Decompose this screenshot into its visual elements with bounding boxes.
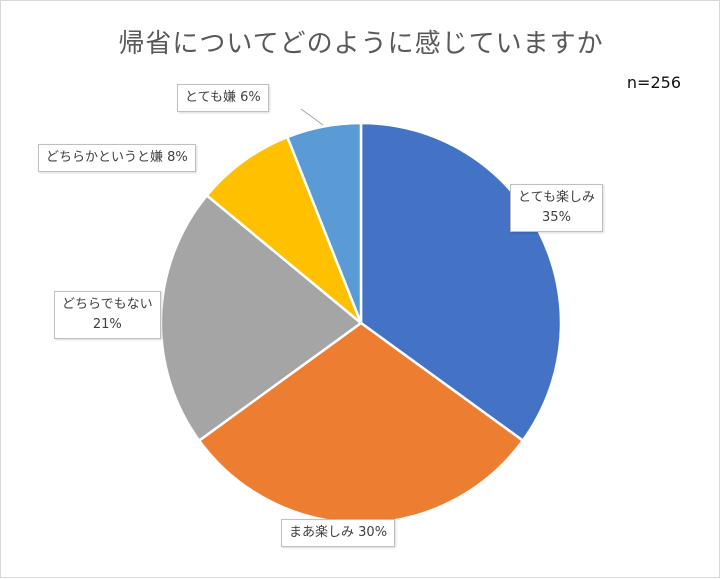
slice-dochiraka-iya — [205, 135, 363, 324]
sample-size-label: n=256 — [626, 73, 681, 92]
data-label-dochira-demo-nai: どちらでもない 21% — [54, 291, 161, 339]
data-label-dochiraka-iya: どちらかというと嫌 8% — [38, 144, 196, 172]
data-label-name: まあ楽しみ — [289, 525, 355, 540]
data-label-maa-tanoshimi: まあ楽しみ 30% — [281, 519, 396, 547]
data-label-value: 6% — [240, 90, 261, 105]
data-label-value: 35% — [542, 210, 571, 225]
data-label-name: どちらでもない — [62, 297, 153, 312]
data-label-value: 21% — [92, 317, 122, 332]
slice-dochira-demo-nai — [159, 193, 364, 443]
slice-totemo-iya — [285, 121, 363, 324]
data-label-value: 30% — [358, 525, 388, 540]
data-label-value: 8% — [167, 150, 188, 165]
data-label-name: どちらかというと嫌 — [46, 150, 164, 165]
data-label-totemo-tanoshimi: とても楽しみ 35% — [510, 184, 603, 232]
leader-line — [300, 108, 324, 126]
data-label-name: とても楽しみ — [518, 190, 595, 205]
chart-title: 帰省についてどのように感じていますか — [118, 29, 604, 59]
data-label-totemo-iya: とても嫌 6% — [177, 84, 269, 112]
data-label-name: とても嫌 — [185, 90, 236, 105]
